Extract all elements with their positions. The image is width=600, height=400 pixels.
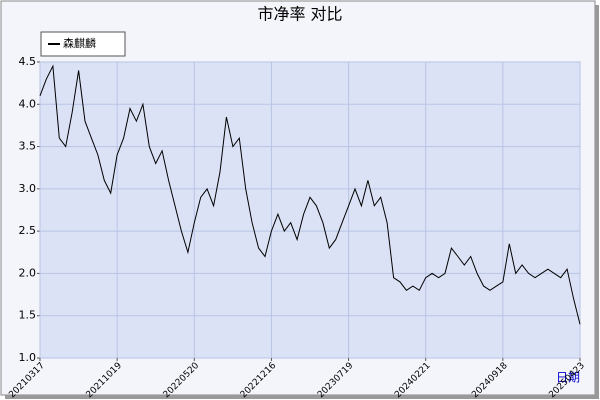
y-tick-label: 3.0 [19,182,37,195]
y-tick-label: 3.5 [19,140,37,153]
y-tick-label: 4.0 [19,97,37,110]
y-tick-label: 4.5 [19,55,37,68]
y-tick-label: 1.0 [19,351,37,364]
plot-area [39,61,581,359]
legend-label: 森麒麟 [63,36,96,50]
line [39,64,581,325]
chart-title: 市净率 对比 [257,5,342,24]
y-tick-label: 2.0 [19,266,37,279]
legend: 森麒麟 [40,31,126,57]
shadow [595,5,599,399]
y-tick-label: 2.5 [19,224,37,237]
shadow [5,395,599,399]
y-tick-label: 1.5 [19,309,37,322]
x-axis-label: 日期 [556,371,580,385]
